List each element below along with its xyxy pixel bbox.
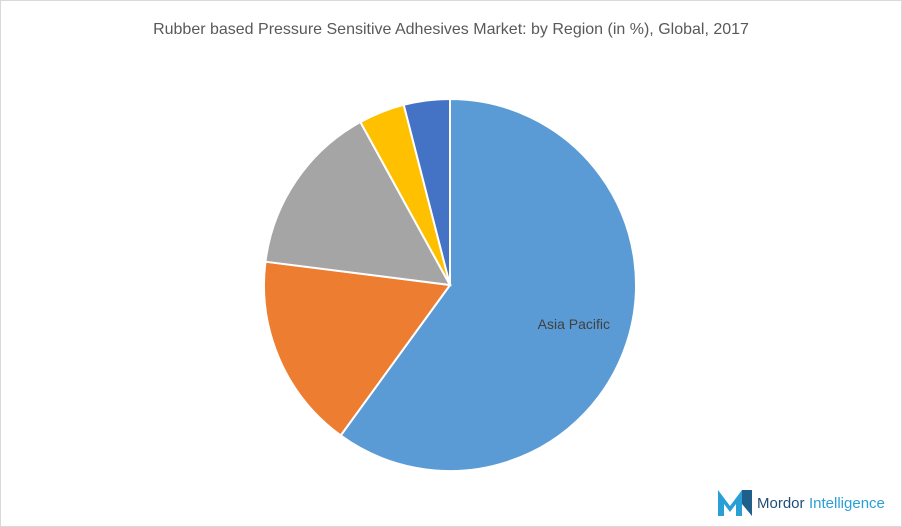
logo-icon: [718, 490, 742, 516]
pie-slice: [339, 97, 637, 472]
pie-slice: [402, 97, 451, 286]
logo-icon-accent: [742, 490, 752, 516]
logo: Mordor Intelligence: [718, 490, 885, 516]
logo-brand: Mordor: [757, 495, 805, 512]
logo-suffix: Intelligence: [809, 495, 885, 512]
chart-title: Rubber based Pressure Sensitive Adhesive…: [153, 21, 749, 38]
pie-slice: [264, 120, 452, 287]
pie-slice: [263, 260, 452, 437]
slice-label: Asia Pacific: [538, 316, 610, 332]
